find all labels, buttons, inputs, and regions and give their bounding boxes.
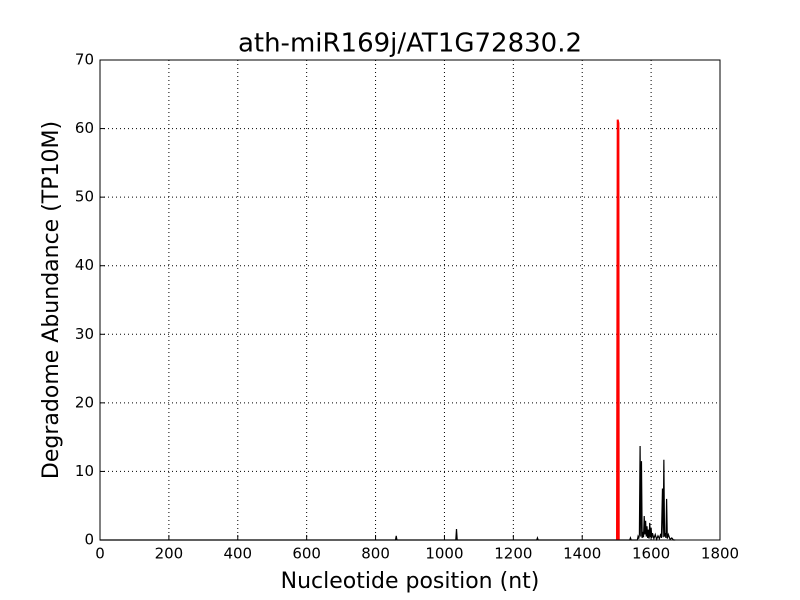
x-tick-label: 1000	[425, 545, 463, 563]
data-line	[616, 119, 620, 541]
plot-frame	[99, 59, 721, 541]
x-tick-label: 400	[223, 545, 252, 563]
x-tick-label: 200	[155, 545, 184, 563]
x-tick-label: 0	[95, 545, 105, 563]
y-tick-label: 60	[75, 119, 94, 137]
y-tick-label: 0	[84, 531, 94, 549]
y-tick-label: 10	[75, 462, 94, 480]
chart-title: ath-miR169j/AT1G72830.2	[238, 29, 582, 59]
y-tick-label: 50	[75, 188, 94, 206]
y-tick-label: 70	[75, 51, 94, 69]
y-tick-label: 20	[75, 393, 94, 411]
y-tick-label: 30	[75, 325, 94, 343]
y-tick-label: 40	[75, 256, 94, 274]
x-axis-label: Nucleotide position (nt)	[281, 569, 540, 594]
y-axis-label: Degradome Abundance (TP10M)	[39, 121, 64, 479]
x-tick-label: 1600	[632, 545, 670, 563]
x-tick-label: 1400	[563, 545, 601, 563]
x-tick-label: 1200	[494, 545, 532, 563]
x-tick-label: 1800	[701, 545, 739, 563]
x-tick-label: 600	[292, 545, 321, 563]
x-tick-label: 800	[361, 545, 390, 563]
